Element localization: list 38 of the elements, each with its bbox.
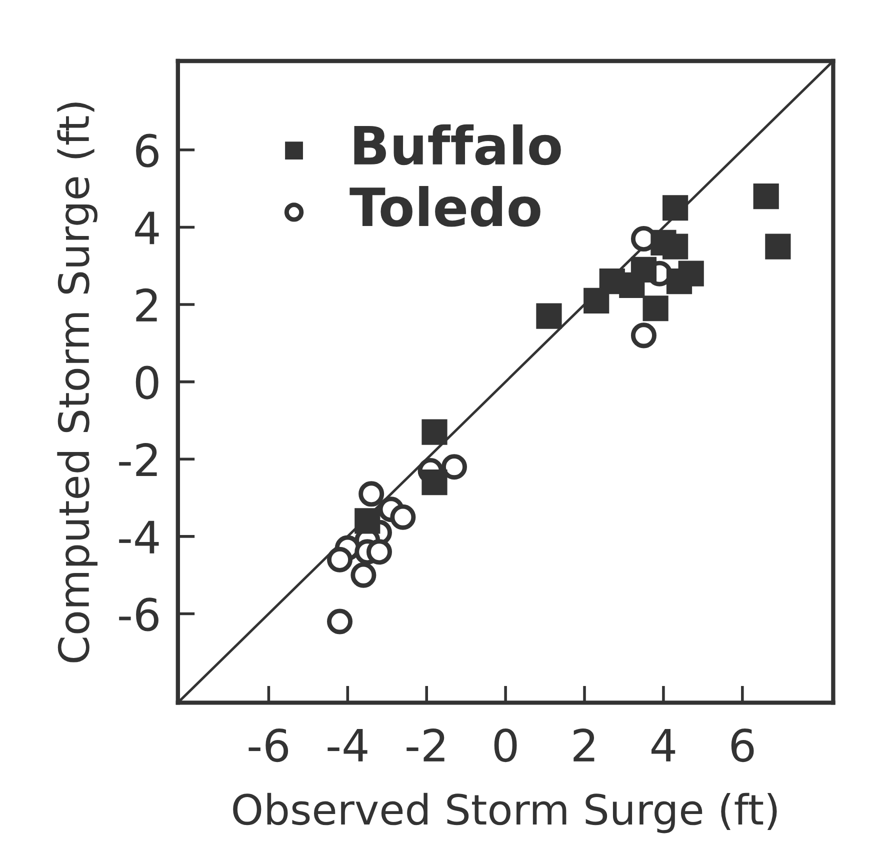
x-axis-title: Observed Storm Surge (ft) — [233, 792, 777, 834]
legend-label: Buffalo — [354, 124, 561, 166]
point — [642, 296, 668, 322]
point — [354, 508, 380, 534]
point — [422, 419, 448, 445]
y-tick-label: 2 — [136, 288, 157, 322]
point — [630, 322, 656, 348]
x-tick-label: 6 — [731, 728, 754, 762]
point — [327, 608, 353, 634]
y-tick-label: 0 — [136, 366, 158, 400]
x-tick-label: 2 — [574, 728, 594, 762]
point — [662, 234, 688, 260]
point — [327, 546, 353, 572]
point — [536, 303, 562, 329]
x-tick-label: 0 — [494, 728, 517, 762]
x-tick-label: -2 — [406, 728, 444, 762]
x-tick-label: -6 — [248, 728, 288, 762]
point — [366, 539, 392, 565]
point — [753, 183, 779, 210]
point — [584, 288, 610, 314]
point — [441, 454, 467, 480]
point — [678, 260, 704, 286]
x-tick-label: -4 — [328, 729, 368, 762]
point — [358, 481, 384, 507]
y-tick-label: -2 — [119, 443, 157, 476]
y-axis-title: Computed Storm Surge (ft) — [57, 102, 98, 662]
point — [350, 562, 376, 588]
legend-label: Toledo — [350, 186, 540, 227]
y-tick-label: 4 — [135, 212, 159, 244]
y-tick-label: -4 — [119, 520, 159, 554]
point — [630, 256, 657, 283]
x-tick-label: 4 — [651, 729, 676, 762]
y-tick-label: -6 — [119, 598, 158, 632]
point — [422, 470, 448, 496]
point — [390, 504, 416, 530]
point — [662, 195, 688, 221]
y-tick-label: 6 — [136, 134, 158, 168]
point — [765, 234, 791, 260]
